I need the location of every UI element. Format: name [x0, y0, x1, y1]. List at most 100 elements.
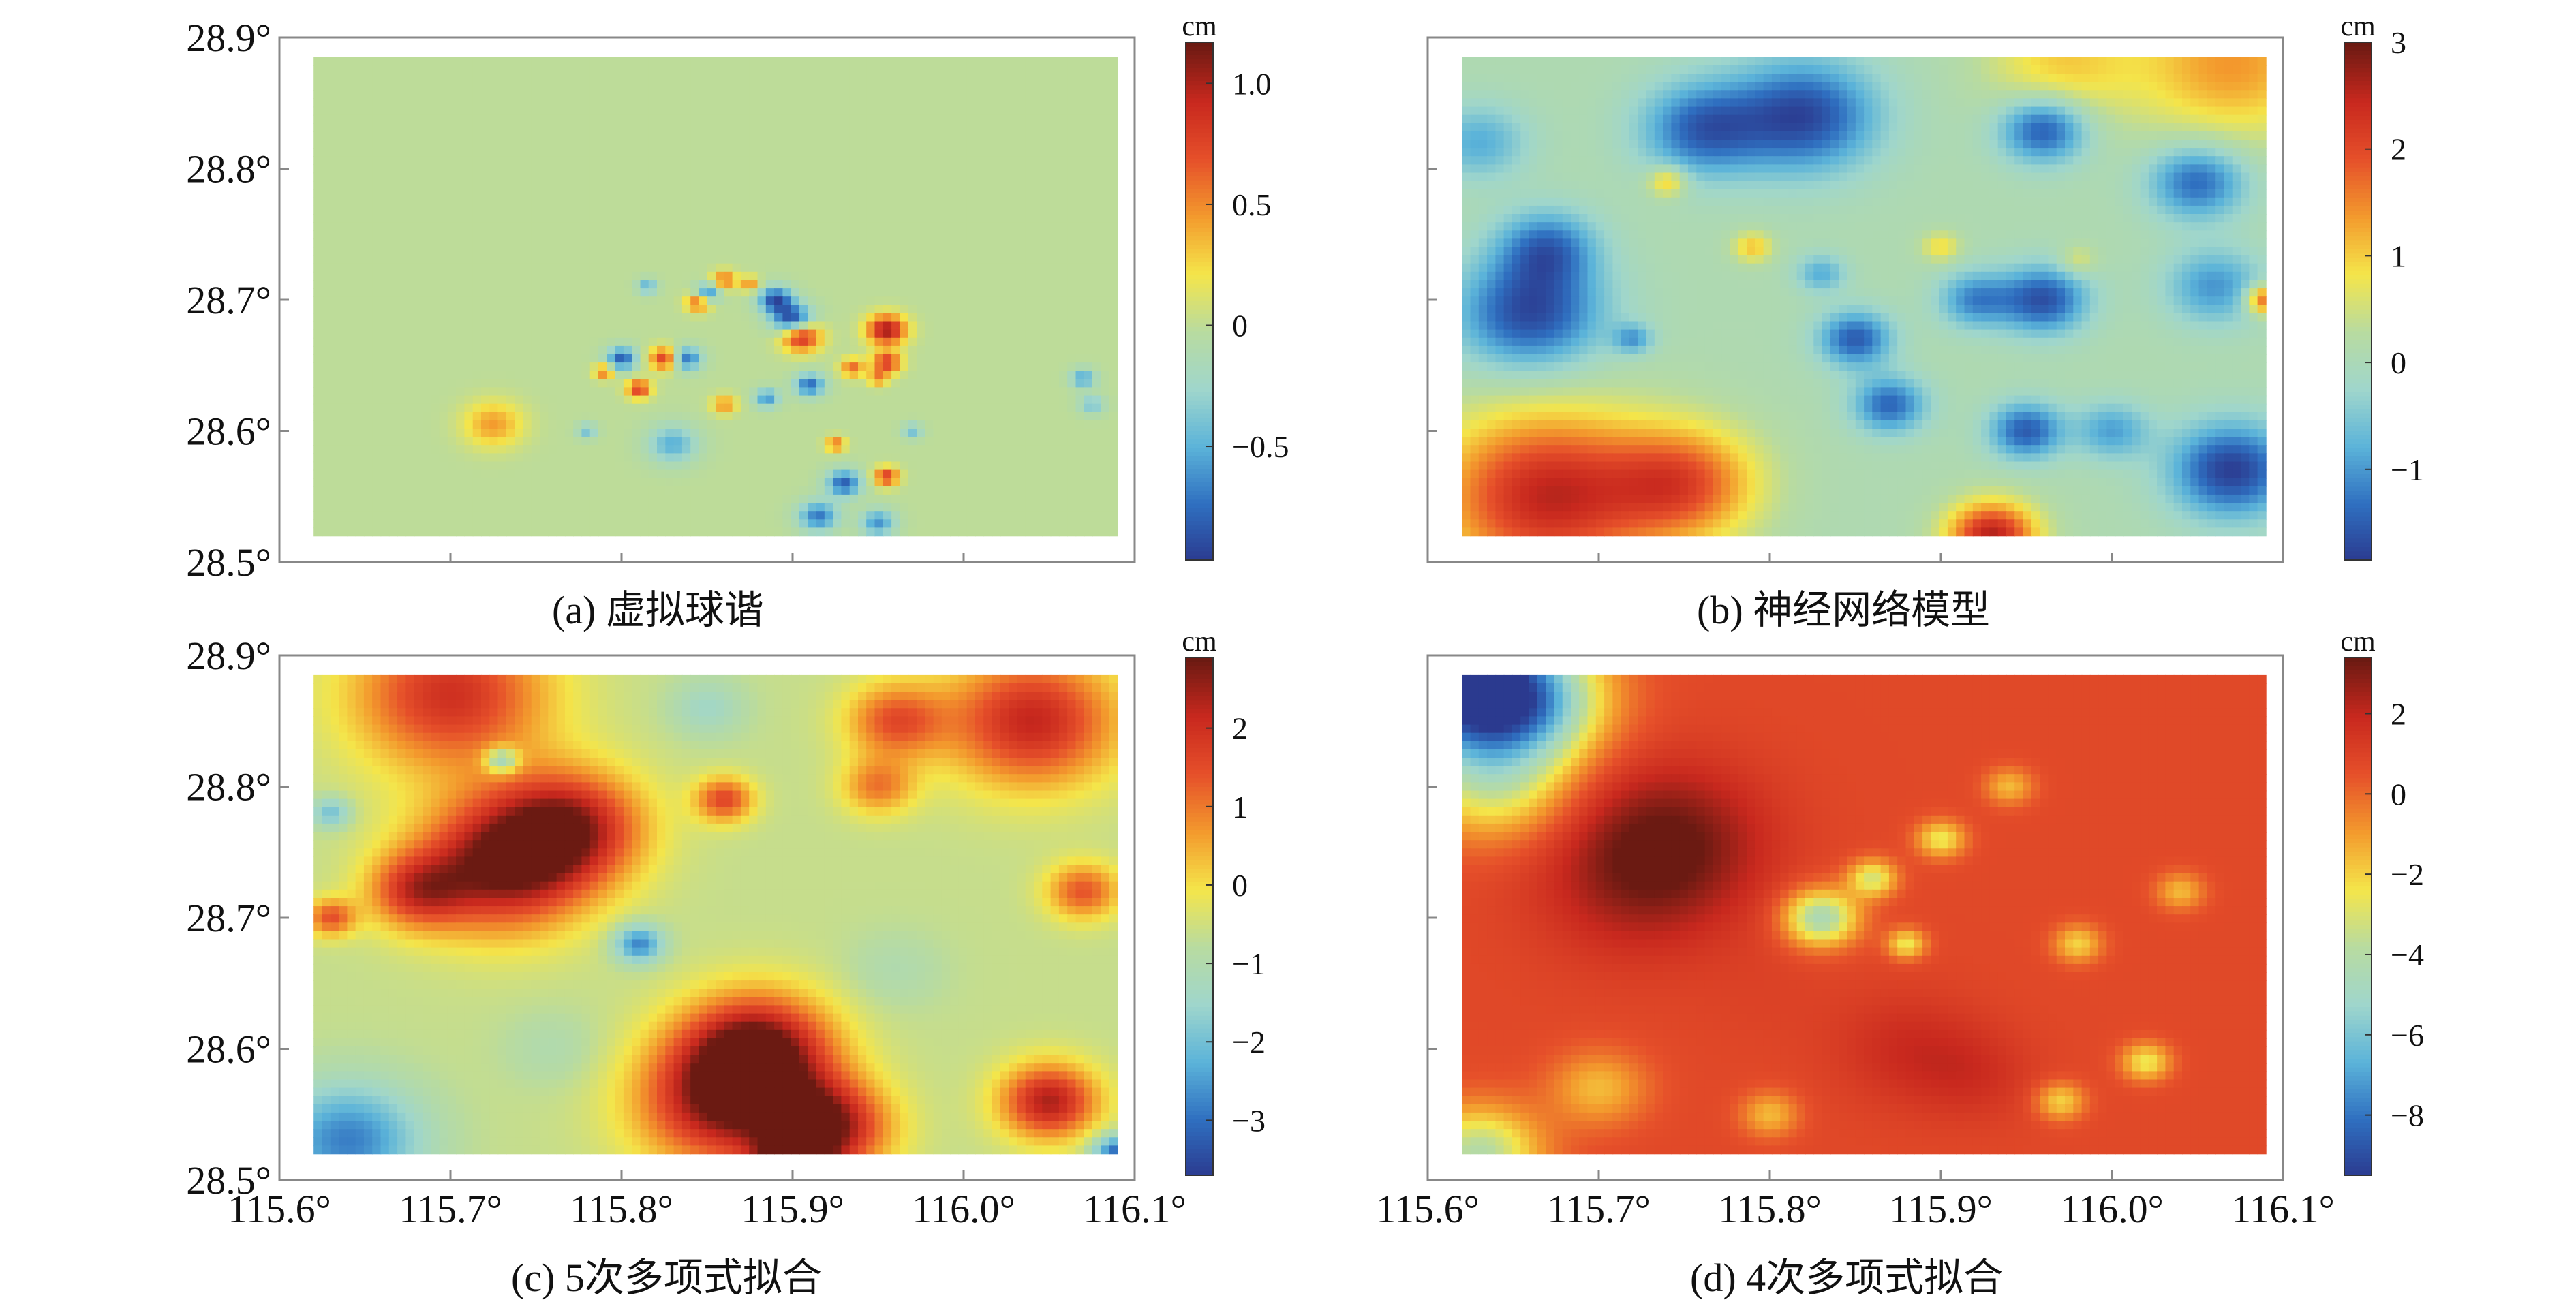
heat-cell: [531, 131, 540, 140]
heat-cell: [506, 445, 515, 454]
heat-cell: [966, 420, 976, 429]
heat-cell: [589, 420, 599, 429]
heat-cell: [908, 156, 917, 166]
heat-cell: [372, 395, 382, 405]
heat-cell: [423, 238, 432, 248]
heat-cell: [891, 461, 901, 471]
heat-cell: [648, 395, 658, 405]
heat-cell: [1017, 197, 1026, 206]
heat-cell: [908, 98, 917, 108]
heat-cell: [548, 140, 557, 149]
heat-cell: [1034, 337, 1043, 347]
heat-cell: [648, 429, 658, 437]
heat-cell: [900, 65, 909, 74]
heat-cell: [799, 345, 808, 355]
heat-cell: [589, 140, 599, 149]
heat-cell: [1084, 205, 1093, 215]
heat-cell: [992, 140, 1001, 149]
heat-cell: [1084, 387, 1093, 397]
heat-cell: [506, 90, 515, 99]
heat-cell: [372, 222, 382, 232]
heat-cell: [966, 90, 976, 99]
heat-cell: [900, 445, 909, 454]
heat-cell: [648, 106, 658, 116]
heat-cell: [481, 255, 491, 264]
heat-cell: [933, 148, 942, 157]
heat-cell: [1050, 197, 1060, 206]
heat-cell: [941, 90, 951, 99]
heat-cell: [1067, 403, 1077, 413]
heat-cell: [607, 280, 616, 289]
heat-cell: [1101, 189, 1110, 198]
heat-cell: [1009, 296, 1018, 306]
heat-cell: [1084, 65, 1093, 74]
heat-cell: [1109, 329, 1118, 339]
heat-cell: [515, 74, 524, 82]
heat-cell: [581, 156, 591, 166]
heat-cell: [439, 337, 448, 347]
heat-cell: [849, 90, 859, 99]
heat-cell: [347, 469, 356, 479]
heat-cell: [673, 214, 683, 223]
heat-cell: [523, 305, 532, 314]
heat-cell: [716, 379, 725, 388]
heat-cell: [740, 98, 750, 108]
heat-cell: [607, 230, 616, 240]
heat-cell: [388, 329, 398, 339]
heat-cell: [858, 329, 868, 339]
heat-cell: [515, 172, 524, 182]
heat-cell: [607, 74, 616, 82]
heat-cell: [824, 395, 833, 405]
heat-cell: [732, 156, 741, 166]
heat-cell: [925, 114, 934, 124]
heat-cell: [732, 403, 741, 413]
heat-cell: [447, 387, 457, 397]
heat-cell: [774, 114, 784, 124]
heat-cell: [589, 148, 599, 157]
heat-cell: [556, 222, 566, 232]
heat-cell: [556, 230, 566, 240]
heat-cell: [791, 412, 800, 421]
heat-cell: [322, 156, 331, 166]
heat-cell: [925, 172, 934, 182]
heat-cell: [908, 123, 917, 132]
heat-cell: [1000, 74, 1009, 82]
heat-cell: [1075, 461, 1085, 471]
heat-cell: [388, 362, 398, 371]
heat-cell: [874, 230, 884, 240]
heat-cell: [431, 156, 440, 166]
heat-cell: [388, 181, 398, 190]
heat-cell: [623, 437, 632, 446]
heat-cell: [589, 305, 599, 314]
heat-cell: [749, 478, 758, 487]
heat-cell: [891, 354, 901, 363]
heat-cell: [598, 247, 608, 256]
heat-cell: [690, 238, 700, 248]
heat-cell: [716, 247, 725, 256]
heat-cell: [397, 65, 407, 74]
heat-cell: [363, 148, 373, 157]
heat-cell: [699, 214, 708, 223]
heat-cell: [397, 395, 407, 405]
heat-cell: [824, 345, 833, 355]
heat-cell: [782, 263, 792, 273]
heat-cell: [581, 140, 591, 149]
heat-cell: [397, 255, 407, 264]
heat-cell: [447, 321, 457, 330]
heat-cell: [598, 387, 608, 397]
heat-cell: [322, 362, 331, 371]
heat-cell: [472, 214, 482, 223]
heat-cell: [1042, 362, 1052, 371]
heat-cell: [322, 429, 331, 437]
heat-cell: [564, 271, 574, 281]
heat-cell: [573, 453, 583, 463]
heat-cell: [1042, 271, 1052, 281]
heat-cell: [673, 305, 683, 314]
heat-cell: [456, 453, 465, 463]
heat-cell: [665, 255, 675, 264]
heat-cell: [791, 305, 800, 314]
heat-cell: [515, 230, 524, 240]
heat-cell: [740, 429, 750, 437]
heat-cell: [673, 255, 683, 264]
heat-cell: [515, 189, 524, 198]
